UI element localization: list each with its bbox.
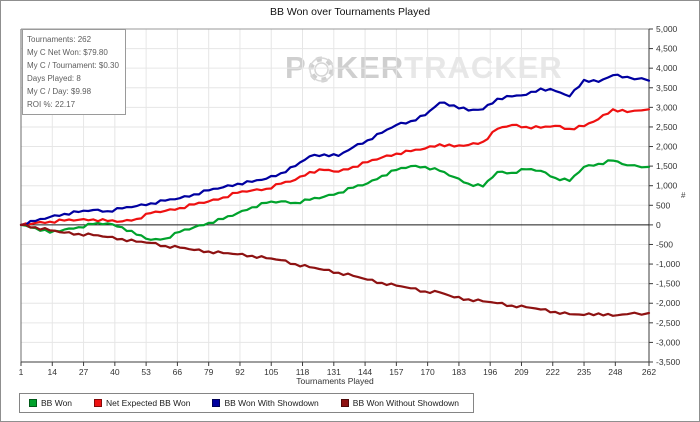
series-line-bb-won-with-showdown[interactable] bbox=[19, 73, 651, 226]
x-tick-label: 53 bbox=[141, 367, 151, 377]
x-tick-label: 222 bbox=[546, 367, 560, 377]
x-tick-label: 105 bbox=[264, 367, 278, 377]
y-axis-unit: # bbox=[681, 191, 686, 200]
y-tick-label: 2,000 bbox=[656, 142, 678, 152]
x-tick-label: 1 bbox=[19, 367, 24, 377]
x-tick-label: 131 bbox=[327, 367, 341, 377]
y-tick-label: -1,500 bbox=[656, 279, 680, 289]
x-tick-label: 262 bbox=[642, 367, 656, 377]
y-tick-label: 3,000 bbox=[656, 102, 678, 112]
series-line-bb-won[interactable] bbox=[19, 159, 651, 241]
stat-per-day: My C / Day: $9.98 bbox=[27, 87, 92, 96]
legend-item-net-expected-bb-won[interactable]: Net Expected BB Won bbox=[94, 398, 190, 408]
stat-tournaments: Tournaments: 262 bbox=[27, 35, 92, 44]
stat-days-played: Days Played: 8 bbox=[27, 74, 81, 83]
x-tick-label: 196 bbox=[483, 367, 497, 377]
x-tick-label: 92 bbox=[235, 367, 245, 377]
x-tick-label: 170 bbox=[421, 367, 435, 377]
y-tick-label: 1,500 bbox=[656, 161, 678, 171]
x-tick-label: 40 bbox=[110, 367, 120, 377]
series-line-bb-won-without-showdown[interactable] bbox=[19, 223, 651, 317]
legend-item-bb-won[interactable]: BB Won bbox=[29, 398, 72, 408]
x-tick-label: 79 bbox=[204, 367, 214, 377]
legend-swatch bbox=[94, 399, 103, 407]
x-tick-label: 118 bbox=[296, 367, 310, 377]
y-tick-label: 4,500 bbox=[656, 44, 678, 54]
x-axis-title: Tournaments Played bbox=[296, 376, 374, 386]
legend-swatch bbox=[29, 399, 37, 407]
y-tick-label: -2,000 bbox=[656, 298, 680, 308]
legend-item-bb-won-without-showdown[interactable]: BB Won Without Showdown bbox=[340, 398, 459, 408]
poker-chip-icon bbox=[308, 56, 335, 82]
legend-label: BB Won bbox=[41, 398, 73, 408]
pokertracker-watermark: P KER TRACKER bbox=[285, 51, 563, 85]
x-tick-label: 157 bbox=[389, 367, 403, 377]
x-tick-label: 183 bbox=[452, 367, 466, 377]
legend-label: BB Won Without Showdown bbox=[352, 398, 459, 408]
legend-item-bb-won-with-showdown[interactable]: BB Won With Showdown bbox=[212, 398, 319, 408]
series-line-net-expected-bb-won[interactable] bbox=[19, 108, 651, 226]
y-tick-label: 1,000 bbox=[656, 181, 678, 191]
legend-label: Net Expected BB Won bbox=[106, 398, 191, 408]
x-tick-label: 144 bbox=[358, 367, 372, 377]
legend-label: BB Won With Showdown bbox=[224, 398, 319, 408]
y-tick-label: 4,000 bbox=[656, 63, 678, 73]
y-tick-label: -3,500 bbox=[656, 357, 680, 367]
y-tick-label: -1,000 bbox=[656, 259, 680, 269]
x-tick-label: 66 bbox=[173, 367, 183, 377]
legend-swatch bbox=[212, 399, 221, 407]
y-tick-label: 3,500 bbox=[656, 83, 678, 93]
stat-roi: ROI %: 22.17 bbox=[27, 100, 76, 109]
y-tick-label: -500 bbox=[656, 239, 673, 249]
y-tick-label: -2,500 bbox=[656, 318, 680, 328]
stats-panel: Tournaments: 262 My C Net Won: $79.80 My… bbox=[22, 29, 126, 115]
stat-net-won: My C Net Won: $79.80 bbox=[27, 48, 108, 57]
y-tick-label: 2,500 bbox=[656, 122, 678, 132]
stat-per-tournament: My C / Tournament: $0.30 bbox=[27, 61, 119, 70]
legend: BB Won Net Expected BB Won BB Won With Sho… bbox=[19, 393, 474, 413]
y-tick-label: 5,000 bbox=[656, 24, 678, 34]
legend-swatch bbox=[340, 399, 349, 407]
y-tick-label: -3,000 bbox=[656, 337, 680, 347]
x-tick-label: 235 bbox=[577, 367, 591, 377]
x-tick-label: 27 bbox=[79, 367, 89, 377]
y-tick-label: 500 bbox=[656, 200, 670, 210]
x-tick-label: 209 bbox=[514, 367, 528, 377]
watermark-text-p: P bbox=[285, 50, 307, 85]
watermark-text-ker: KER bbox=[335, 50, 405, 85]
x-tick-label: 14 bbox=[48, 367, 58, 377]
x-tick-label: 248 bbox=[608, 367, 622, 377]
y-tick-label: 0 bbox=[656, 220, 661, 230]
watermark-text-tracker: TRACKER bbox=[404, 50, 563, 85]
chart-title: BB Won over Tournaments Played bbox=[269, 6, 431, 18]
